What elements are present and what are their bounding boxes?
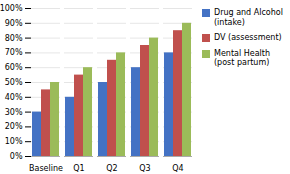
svg-text:90%: 90% bbox=[5, 19, 23, 28]
svg-text:0%: 0% bbox=[10, 152, 23, 161]
svg-text:10%: 10% bbox=[5, 137, 23, 146]
svg-text:40%: 40% bbox=[5, 93, 23, 102]
svg-text:30%: 30% bbox=[5, 108, 23, 117]
svg-text:60%: 60% bbox=[5, 63, 23, 72]
svg-text:50%: 50% bbox=[5, 78, 23, 87]
svg-text:20%: 20% bbox=[5, 122, 23, 131]
svg-text:70%: 70% bbox=[5, 48, 23, 57]
html-text:DV (assessment): DV (assessment) bbox=[214, 33, 282, 43]
svg-text:Q2: Q2 bbox=[106, 164, 117, 173]
html-text:Mental Health (post partum): Mental Health (post partum) bbox=[214, 48, 270, 68]
svg-text:Q4: Q4 bbox=[172, 164, 183, 173]
svg-text:Q3: Q3 bbox=[139, 164, 150, 173]
svg-text:80%: 80% bbox=[5, 34, 23, 43]
svg-text:100%: 100% bbox=[0, 4, 23, 13]
html-text:Drug and Alcohol (intake): Drug and Alcohol (intake) bbox=[214, 8, 283, 27]
svg-text:Baseline: Baseline bbox=[29, 164, 63, 173]
svg-text:Q1: Q1 bbox=[73, 164, 84, 173]
